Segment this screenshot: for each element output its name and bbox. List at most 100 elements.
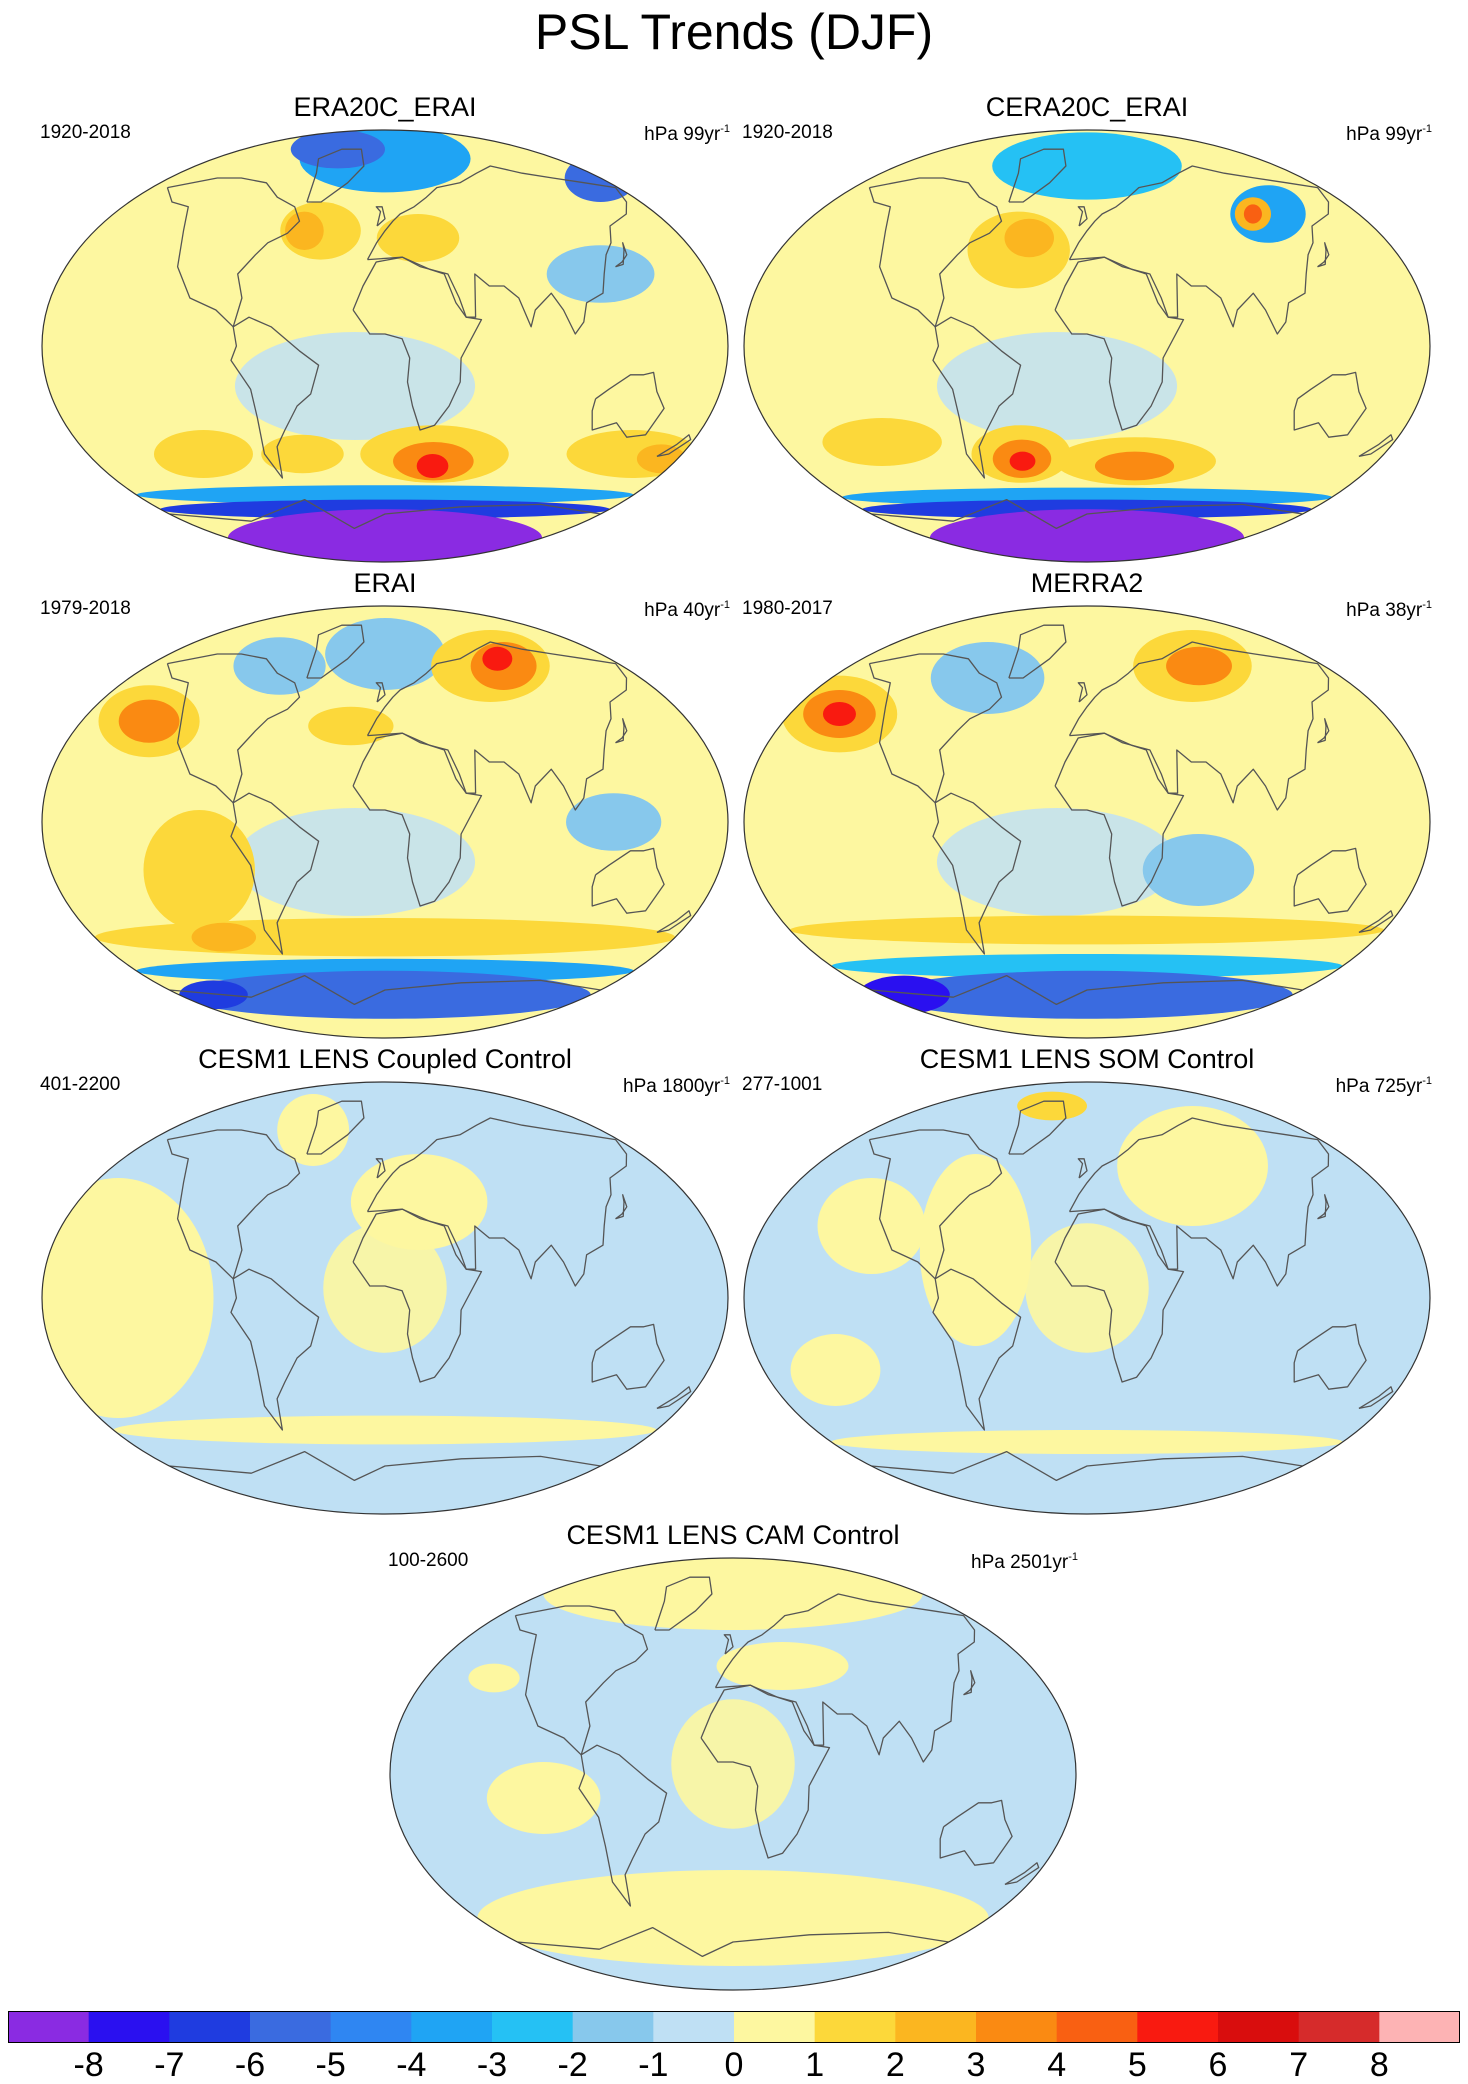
colorbar-swatch (1137, 2011, 1219, 2043)
coastline (700, 1684, 831, 1859)
map-outline (743, 129, 1431, 563)
colorbar-swatch (653, 2011, 735, 2043)
contour-region (1094, 451, 1175, 481)
contour-region (822, 418, 942, 466)
coastline (166, 177, 301, 328)
coastline (591, 1323, 665, 1390)
contour-region (862, 499, 1312, 519)
panel-map (41, 129, 729, 563)
contour-region (179, 970, 591, 1019)
map-panel-cesm1-cam: CESM1 LENS CAM Control 100-2600 hPa 2501yr… (388, 1520, 1078, 1995)
coastline (230, 792, 320, 955)
coastline (306, 1100, 365, 1155)
map-panel-cera20c-erai: CERA20C_ERAI 1920-2018 hPa 99yr-1 (742, 92, 1432, 567)
coastline (1077, 206, 1088, 227)
panel-years: 401-2200 (40, 1074, 121, 1095)
coastline (714, 1593, 976, 1763)
coastline (366, 165, 628, 335)
panel-map (41, 1081, 729, 1515)
panel-title: ERA20C_ERAI (293, 92, 477, 122)
negative-region (234, 808, 476, 916)
contour-region (285, 211, 324, 250)
coastline (1077, 1158, 1088, 1179)
colorbar-swatch (895, 2011, 977, 2043)
map-outline (743, 1081, 1431, 1515)
coastline (1068, 641, 1330, 811)
colorbar-frame (8, 2011, 1460, 2043)
panel-units: hPa 1800yr-1 (623, 1075, 730, 1097)
panel-units: hPa 99yr-1 (1346, 123, 1432, 145)
contour-region (716, 1642, 849, 1690)
positive-region (1025, 1223, 1149, 1353)
colorbar-swatch (88, 2011, 170, 2043)
contour-region (929, 509, 1245, 562)
colorbar-label: 7 (1289, 2046, 1309, 2084)
coastline (1068, 165, 1330, 335)
coastline (1317, 718, 1330, 744)
colorbar-swatch (1218, 2011, 1300, 2043)
map-panel-era20c-erai: ERA20C_ERAI 1920-2018 hPa 99yr-1 (40, 92, 730, 567)
contour-region (136, 485, 634, 505)
contour-region (566, 793, 662, 851)
contour-region (919, 1154, 1032, 1346)
contour-region (831, 1430, 1343, 1454)
contour-region (789, 915, 1385, 945)
positive-region (671, 1699, 795, 1829)
contour-region (376, 214, 460, 262)
negative-region (234, 332, 476, 440)
coastline (1293, 847, 1367, 914)
coastline (1054, 1208, 1185, 1383)
coastline (306, 148, 365, 203)
coastline (1077, 682, 1088, 703)
contour-region (992, 132, 1182, 200)
colorbar-label: 6 (1208, 2046, 1228, 2084)
colorbar-swatch (8, 2011, 90, 2043)
coastline (375, 1158, 386, 1179)
map-outline (41, 129, 729, 563)
contour-region (325, 618, 445, 690)
contour-region (179, 980, 248, 1010)
panel-units: hPa 725yr-1 (1335, 1075, 1432, 1097)
coastline (932, 316, 1022, 479)
positive-region (323, 1223, 447, 1353)
contour-region (113, 1415, 657, 1445)
map-outline (41, 605, 729, 1039)
colorbar-label: 4 (1047, 2046, 1067, 2084)
map-outline (389, 1557, 1077, 1991)
panel-units: hPa 40yr-1 (644, 599, 730, 621)
colorbar-swatch (734, 2011, 816, 2043)
colorbar-swatch (1056, 2011, 1138, 2043)
panel-map (41, 605, 729, 1039)
colorbar-swatch (1298, 2011, 1380, 2043)
coastline (871, 974, 1303, 1006)
colorbar-swatch (169, 2011, 251, 2043)
colorbar-label: 1 (805, 2046, 825, 2084)
coastline (868, 177, 1003, 328)
coastline (1358, 1386, 1394, 1410)
coastline (366, 1117, 628, 1287)
coastline (1293, 371, 1367, 438)
colorbar-label: -7 (154, 2046, 185, 2084)
coastline (366, 641, 628, 811)
contour-region (858, 975, 950, 1014)
contour-region (546, 245, 655, 303)
coastline (1054, 256, 1185, 431)
panel-title: CESM1 LENS SOM Control (919, 1044, 1255, 1074)
contour-region (94, 918, 676, 957)
coastline (871, 498, 1303, 530)
colorbar-label: -1 (638, 2046, 669, 2084)
coastline (1317, 242, 1330, 268)
colorbar-swatch (572, 2011, 654, 2043)
coastline (615, 718, 628, 744)
contour-region (543, 1558, 923, 1630)
colorbar-swatch (814, 2011, 896, 2043)
contour-region (227, 509, 543, 562)
map-panel-merra2: MERRA2 1980-2017 hPa 38yr-1 (742, 568, 1432, 1043)
coastline (591, 847, 665, 914)
negative-region (936, 808, 1178, 916)
coastline (654, 1576, 713, 1631)
coastline (1008, 1100, 1067, 1155)
coastline (1004, 1862, 1040, 1886)
contour-region (1017, 1091, 1087, 1121)
map-panel-erai: ERAI 1979-2018 hPa 40yr-1 (40, 568, 730, 1043)
